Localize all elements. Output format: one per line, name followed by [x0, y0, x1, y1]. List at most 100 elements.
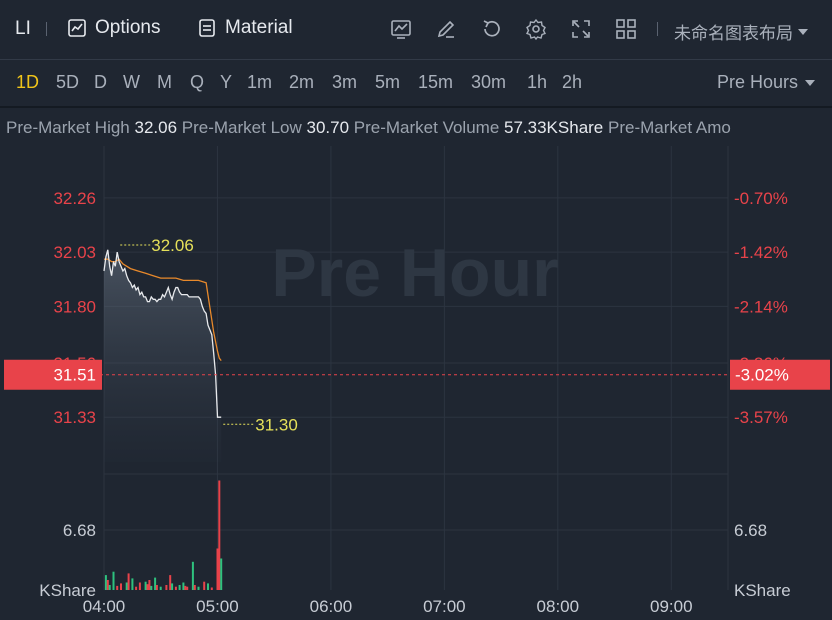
reset-icon[interactable] — [480, 18, 502, 40]
time-axis: 04:00 05:00 06:00 07:00 08:00 09:00 — [83, 597, 693, 616]
time-tick-label: 04:00 — [83, 597, 126, 616]
time-tick-label: 09:00 — [650, 597, 693, 616]
pre-market-high-value: 32.06 — [134, 118, 178, 137]
volume-unit-right: KShare — [734, 581, 791, 600]
stats-row: Pre-Market High 32.06 Pre-Market Low 30.… — [6, 118, 731, 138]
material-button[interactable]: Material — [197, 17, 293, 39]
time-tick-label: 08:00 — [537, 597, 580, 616]
volume-bar — [178, 585, 181, 590]
interval-d[interactable]: D — [94, 72, 107, 92]
volume-bar — [197, 586, 200, 590]
volume-bar — [165, 585, 168, 590]
interval-q[interactable]: Q — [190, 72, 205, 92]
interval-3m[interactable]: 3m — [332, 72, 358, 92]
volume-bar — [120, 583, 122, 590]
volume-bar — [171, 583, 174, 590]
interval-1d[interactable]: 1D — [16, 72, 40, 92]
volume-bar — [144, 581, 147, 590]
pre-market-volume-label: Pre-Market Volume — [353, 118, 500, 137]
session-selector[interactable]: Pre Hours — [717, 72, 816, 93]
pre-market-low-value: 30.70 — [306, 118, 350, 137]
volume-bar — [108, 585, 111, 590]
low-marker-label: 31.30 — [255, 415, 298, 434]
volume-tick-left: 6.68 — [63, 521, 96, 540]
volume-bar — [146, 584, 149, 590]
pre-market-low-label: Pre-Market Low — [181, 118, 302, 137]
interval-bar: 1D 5D D W M Q Y 1m 2m 3m 5m 15m 30m 1h 2… — [0, 60, 832, 106]
volume-bar — [116, 585, 119, 590]
pre-market-stats: Pre-Market High 32.06 Pre-Market Low 30.… — [0, 108, 832, 146]
chevron-down-icon — [798, 28, 808, 35]
volume-bar — [182, 582, 185, 590]
volume-bar — [104, 575, 107, 590]
price-chart[interactable]: Pre Hour 32.06 31.30 32.26 32.03 31.80 31.5… — [0, 146, 832, 620]
volume-bar — [207, 583, 209, 590]
options-label: Options — [95, 17, 161, 38]
interval-5d[interactable]: 5D — [56, 72, 80, 92]
interval-30m[interactable]: 30m — [471, 72, 507, 92]
toolbar-divider — [0, 59, 832, 60]
time-tick-label: 07:00 — [423, 597, 466, 616]
top-toolbar: LI Options Material — [0, 0, 832, 60]
volume-bar — [174, 586, 177, 590]
volume-bar — [138, 582, 141, 590]
current-price-indicator: 31.51 -3.02% — [4, 359, 830, 390]
price-tick-label: 31.80 — [53, 297, 96, 316]
percent-tick-label: -3.57% — [734, 408, 788, 427]
interval-divider — [0, 106, 832, 108]
pre-market-high-label: Pre-Market High — [6, 118, 130, 137]
draw-pen-icon[interactable] — [435, 18, 457, 40]
price-line — [103, 249, 222, 418]
volume-bar — [216, 548, 219, 590]
interval-2h[interactable]: 2h — [562, 72, 583, 92]
high-marker-label: 32.06 — [151, 236, 194, 255]
volume-bars — [104, 480, 223, 590]
interval-y[interactable]: Y — [220, 72, 233, 92]
current-price-value: 31.51 — [53, 366, 96, 385]
volume-bar — [155, 585, 158, 590]
volume-bar — [184, 585, 187, 590]
grid-layout-icon[interactable] — [615, 18, 637, 40]
volume-bar — [150, 585, 153, 590]
current-percent-value: -3.02% — [735, 366, 789, 385]
time-tick-label: 05:00 — [196, 597, 239, 616]
toolbar-separator — [46, 22, 47, 36]
price-tick-label: 31.33 — [53, 408, 96, 427]
interval-1m[interactable]: 1m — [247, 72, 273, 92]
interval-w[interactable]: W — [123, 72, 140, 92]
volume-bar — [131, 578, 134, 590]
layout-selector[interactable]: 未命名图表布局 — [674, 19, 809, 44]
volume-bar — [159, 586, 162, 590]
volume-bar — [112, 571, 115, 590]
interval-5m[interactable]: 5m — [375, 72, 401, 92]
interval-1h[interactable]: 1h — [527, 72, 548, 92]
settings-icon[interactable] — [525, 18, 547, 40]
pre-market-volume-value: 57.33KShare — [504, 118, 604, 137]
indicator-chart-icon[interactable] — [390, 18, 412, 40]
volume-bar — [125, 582, 128, 590]
options-chart-icon — [68, 19, 86, 37]
volume-bar — [106, 580, 109, 590]
time-tick-label: 06:00 — [310, 597, 353, 616]
interval-2m[interactable]: 2m — [289, 72, 315, 92]
interval-15m[interactable]: 15m — [418, 72, 454, 92]
price-tick-label: 32.26 — [53, 189, 96, 208]
interval-m[interactable]: M — [157, 72, 172, 92]
volume-bar — [218, 480, 221, 590]
volume-bar — [193, 585, 196, 590]
volume-axis: 6.68 6.68 KShare KShare — [39, 521, 790, 600]
volume-bar — [169, 575, 172, 590]
layout-label: 未命名图表布局 — [674, 24, 793, 43]
pre-market-amount-label: Pre-Market Amo — [608, 118, 731, 137]
watermark: Pre Hour — [271, 235, 558, 311]
fullscreen-icon[interactable] — [570, 18, 592, 40]
symbol-label[interactable]: LI — [15, 18, 31, 39]
options-button[interactable]: Options — [67, 17, 160, 39]
percent-tick-label: -1.42% — [734, 243, 788, 262]
material-document-icon — [199, 19, 215, 37]
volume-bar — [203, 581, 206, 590]
volume-bar — [191, 561, 194, 590]
current-percent-badge — [730, 359, 830, 390]
percent-tick-label: -2.14% — [734, 297, 788, 316]
